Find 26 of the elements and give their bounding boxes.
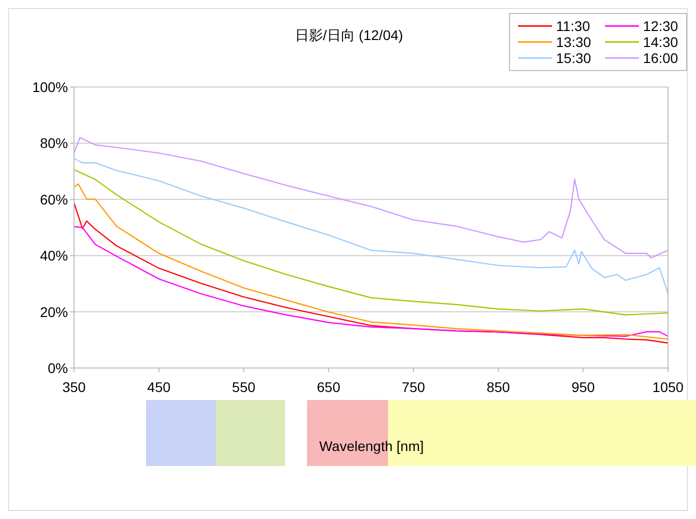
y-tick-label: 40% [40, 248, 68, 264]
y-tick-label: 100% [32, 78, 68, 95]
line-series [74, 158, 668, 294]
x-tick-label: 550 [232, 378, 256, 395]
y-tick-label: 60% [40, 191, 68, 208]
legend-label: 15:30 [556, 50, 592, 66]
legend-label: 13:30 [556, 34, 592, 50]
y-tick-label: 20% [40, 304, 68, 320]
x-tick-label: 650 [316, 378, 340, 395]
x-tick-label: 450 [147, 378, 171, 395]
legend-label: 14:30 [643, 34, 678, 50]
x-tick-label: 1050 [652, 378, 684, 395]
chart-title: 日影/日向 (12/04) [294, 27, 404, 43]
x-tick-label: 750 [402, 378, 426, 395]
y-tick-label: 0% [48, 360, 68, 376]
x-axis-title: Wavelength [nm] [318, 438, 425, 454]
y-tick-label: 80% [40, 135, 68, 152]
x-tick-label: 350 [62, 378, 86, 395]
line-series [74, 169, 668, 316]
legend-label: 11:30 [556, 18, 590, 34]
line-series [74, 136, 668, 258]
x-tick-label: 850 [486, 378, 510, 395]
line-series [74, 226, 668, 337]
legend-label: 12:30 [643, 18, 678, 34]
x-tick-label: 950 [571, 378, 596, 395]
legend-label: 16:00 [643, 50, 678, 66]
